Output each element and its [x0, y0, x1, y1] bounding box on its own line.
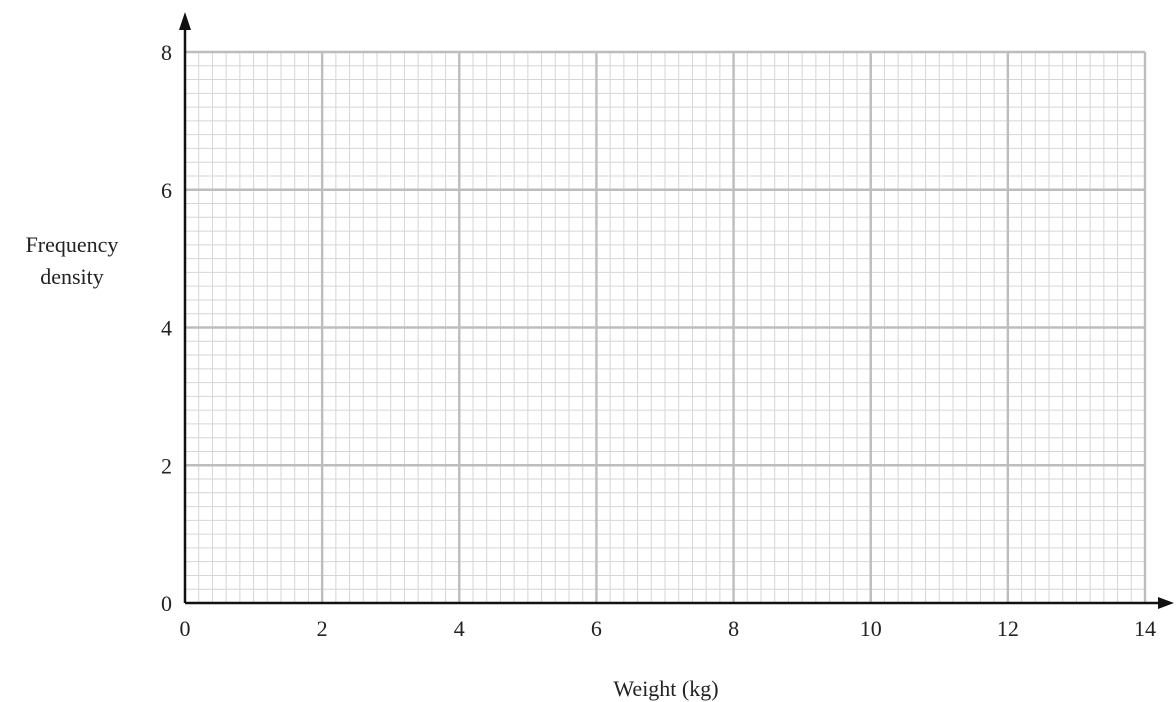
y-axis-title-line-2: density [40, 264, 104, 289]
y-tick-label: 4 [161, 316, 172, 341]
y-axis-title-line-1: Frequency [26, 232, 119, 257]
x-tick-label: 0 [180, 616, 191, 641]
x-axis-title: Weight (kg) [613, 676, 718, 701]
y-tick-label: 2 [161, 453, 172, 478]
x-tick-label: 8 [728, 616, 739, 641]
y-tick-label: 0 [161, 591, 172, 616]
y-tick-label: 6 [161, 178, 172, 203]
axes [179, 12, 1174, 609]
y-tick-label: 8 [161, 40, 172, 65]
x-axis-arrow-icon [1158, 597, 1174, 609]
x-tick-label: 14 [1134, 616, 1156, 641]
major-grid [185, 50, 1147, 603]
x-tick-labels: 0 2 4 6 8 10 12 14 [180, 616, 1157, 641]
x-tick-label: 6 [591, 616, 602, 641]
y-tick-labels: 0 2 4 6 8 [161, 40, 172, 616]
x-tick-label: 2 [317, 616, 328, 641]
y-axis-arrow-icon [179, 12, 191, 30]
x-tick-label: 10 [860, 616, 882, 641]
x-tick-label: 12 [997, 616, 1019, 641]
x-tick-label: 4 [454, 616, 465, 641]
